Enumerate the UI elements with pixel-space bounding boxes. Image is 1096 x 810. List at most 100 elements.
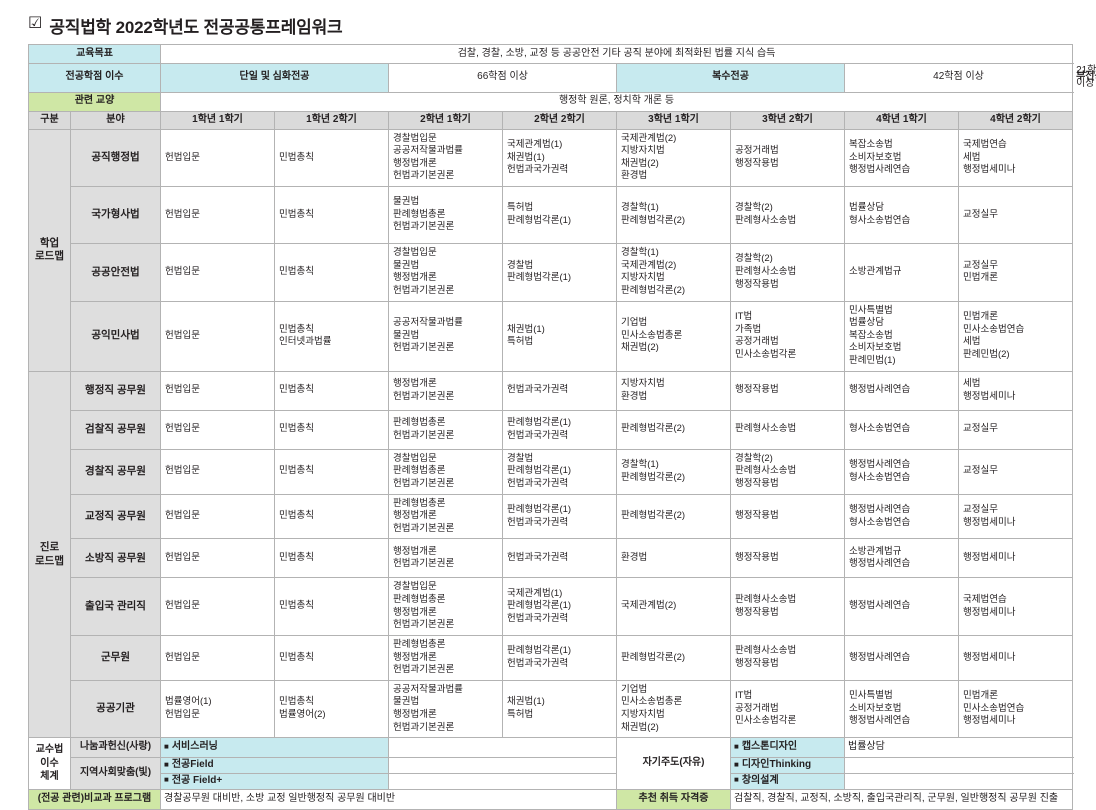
pedagogy-item-label: 전공 Field+ (171, 775, 223, 787)
term-courses-cell: 헌법입문 (160, 409, 275, 450)
course-list: 민법총칙 (278, 150, 385, 167)
career-roadmap-row: 공공기관 법률영어(1) 헌법입문 민법총칙 법률영어(2) 공공저작물과법률 물권법 행정법… (29, 679, 1074, 739)
section-label-line2: 로드맵 (35, 250, 64, 263)
term-courses-cell: 민법총칙 (274, 409, 389, 450)
course-list: 헌법입문 (164, 328, 271, 345)
course-item: 경찰법 (507, 452, 534, 464)
course-item: 민법총칙 (279, 323, 314, 335)
course-list: 헌법입문 (164, 264, 271, 281)
course-item: 행정법사례연습 (849, 558, 911, 570)
section-label-line1: 진로 (39, 541, 60, 554)
course-list: 판례형법각론(1) 헌법과국가권력 (506, 643, 613, 672)
course-item: 복잡소송법 (849, 138, 893, 150)
course-item: 기업법 (621, 683, 648, 695)
term-courses-cell: 공정거래법 행정작용법 (730, 128, 845, 188)
career-name: 출입국 관리직 (70, 577, 161, 636)
course-item: 헌법과국가권력 (507, 552, 569, 564)
section-label-academic-roadmap: 학업 로드맵 (28, 128, 71, 372)
course-item: 헌법과국가권력 (507, 164, 569, 176)
term-courses-cell: 소방관계법규 행정법사례연습 (844, 538, 959, 579)
column-header-term-5: 3학년 1학기 (616, 110, 731, 130)
footer-row: (전공 관련)비교과 프로그램 경찰공무원 대비반, 소방 교정 일반행정직 공무… (28, 788, 1074, 810)
course-item: 소비자보호법 (849, 151, 902, 163)
course-item: 국제법연습 (963, 594, 1007, 606)
course-item: 행정작용법 (735, 157, 779, 169)
term-courses-cell: 민법총칙 (274, 186, 389, 245)
course-item: 법률상담 (849, 202, 884, 214)
pedagogy-label-line3: 체계 (40, 771, 59, 783)
term-courses-cell: 헌법과국가권력 (502, 538, 617, 579)
term-courses-cell: 행정법사례연습 (844, 634, 959, 681)
course-list: 행정법사례연습 형사소송법연습 (848, 457, 955, 486)
course-item: 판례형법각론(1) (507, 417, 572, 429)
pedagogy-item-left[interactable]: ■ 전공Field (160, 757, 389, 775)
course-item: 헌법입문 (165, 600, 200, 612)
pedagogy-item-right[interactable]: ■ 캡스톤디자인 (730, 737, 845, 759)
term-courses-cell: 경찰법입문 공공저작물과법률 행정법개론 헌법과기본권론 (388, 128, 503, 188)
course-item: 판례형법각론(1) (507, 645, 572, 657)
course-item: 형사소송법연습 (849, 471, 911, 483)
course-list: 경찰학(2) 판례형사소송법 (734, 200, 841, 229)
course-list: 민법총칙 (278, 550, 385, 567)
course-list: 민법총칙 (278, 382, 385, 399)
term-courses-cell: 민법총칙 법률영어(2) (274, 679, 389, 739)
career-roadmap-row: 교정직 공무원 헌법입문 민법총칙 판례형법총론 행정법개론 헌법과기본권론 판례형법각론(… (29, 493, 1074, 540)
term-courses-cell: 판례형법각론(1) 헌법과국가권력 (502, 634, 617, 681)
course-item: 가족법 (735, 323, 762, 335)
course-item: 판례형법각론(2) (621, 423, 686, 435)
term-courses-cell: 공공저작물과법률 물권법 행정법개론 헌법과기본권론 (388, 679, 503, 739)
course-item: 교정실무 (963, 208, 998, 220)
course-list: 교정실무 (962, 463, 1069, 480)
course-item: 헌법입문 (165, 151, 200, 163)
section-label-career-roadmap: 진로 로드맵 (28, 370, 71, 739)
course-item: 민법총칙 (279, 696, 314, 708)
column-header-term-1: 1학년 1학기 (160, 110, 275, 130)
course-list: 공공저작물과법률 물권법 행정법개론 헌법과기본권론 (392, 682, 499, 737)
pedagogy-label-line1: 교수법 (35, 744, 64, 756)
column-header-term-3: 2학년 1학기 (388, 110, 503, 130)
course-item: 행정작용법 (735, 278, 779, 290)
course-list: 판례형법각론(1) 헌법과국가권력 (506, 415, 613, 444)
term-courses-cell: 헌법입문 (160, 634, 275, 681)
course-item: 행정작용법 (735, 657, 779, 669)
course-list: 헌법입문 (164, 463, 271, 480)
course-list: 판례형법각론(1) 헌법과국가권력 (506, 502, 613, 531)
course-item: 경찰학(2) (735, 253, 773, 265)
term-courses-cell: 기업법 민사소송법총론 지방자치법 채권법(2) (616, 679, 731, 739)
term-courses-cell: 민법개론 민사소송법연습 세법 판례민법(2) (957, 300, 1074, 372)
pedagogy-item-right[interactable]: ■ 창의설계 (730, 773, 845, 790)
square-bullet-icon: ■ (164, 741, 169, 751)
course-list: 헌법과국가권력 (506, 382, 613, 399)
course-item: 판례형법각론(2) (621, 284, 686, 296)
course-item: 민사특별법 (849, 304, 893, 316)
course-item: 물권법 (393, 196, 420, 208)
pedagogy-item-left[interactable]: ■ 전공 Field+ (160, 773, 389, 790)
course-list: 국제관계법(2) 지방자치법 채권법(2) 환경법 (620, 131, 727, 186)
term-courses-cell: 경찰법 판례형법각론(1) 헌법과국가권력 (502, 448, 617, 495)
career-name: 검찰직 공무원 (70, 409, 161, 450)
term-courses-cell: 교정실무 (957, 448, 1074, 495)
course-item: 판례형법총론 (393, 638, 446, 650)
course-list: 행정법사례연습 (848, 598, 955, 615)
pedagogy-item-right[interactable]: ■ 디자인Thinking (730, 757, 845, 775)
course-list: 민법총칙 (278, 598, 385, 615)
course-item: 판례형사소송법 (735, 465, 797, 477)
course-item: 민사소송법각론 (735, 715, 797, 727)
pedagogy-item-left[interactable]: ■ 서비스러닝 (160, 737, 389, 759)
term-courses-cell: 행정법사례연습 형사소송법연습 (844, 448, 959, 495)
course-list: 경찰학(2) 판례형사소송법 행정작용법 (734, 251, 841, 293)
course-item: 헌법입문 (165, 651, 200, 663)
course-item: 민사소송법총론 (621, 696, 683, 708)
course-list: 경찰법 판례형법각론(1) 헌법과국가권력 (506, 451, 613, 493)
term-courses-cell: 경찰법입문 물권법 행정법개론 헌법과기본권론 (388, 243, 503, 302)
course-item: 행정법사례연습 (849, 384, 911, 396)
course-item: 판례민법(2) (963, 348, 1010, 360)
term-courses-cell: 형사소송법연습 (844, 409, 959, 450)
course-list: 법률영어(1) 헌법입문 (164, 694, 271, 723)
pedagogy-item-right-value (843, 773, 1074, 790)
course-list: 국제법연습 행정법세미나 (962, 592, 1069, 621)
course-item: 형사소송법연습 (849, 516, 911, 528)
course-item: 소방관계법규 (849, 545, 902, 557)
course-item: 공정거래법 (735, 336, 779, 348)
course-list: 경찰법입문 공공저작물과법률 행정법개론 헌법과기본권론 (392, 131, 499, 186)
